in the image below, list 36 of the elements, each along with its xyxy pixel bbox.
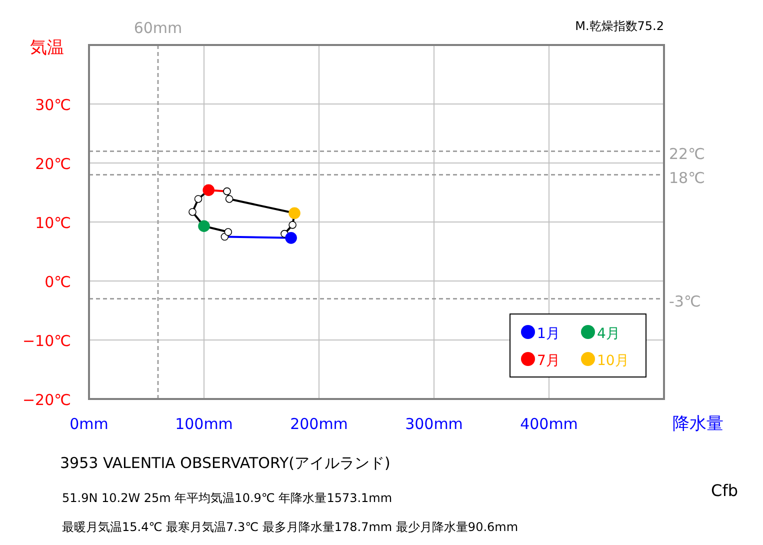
y-tick-label: −10℃ <box>22 332 71 350</box>
y-tick-label: −20℃ <box>22 391 71 409</box>
ref-line-label: 22℃ <box>669 145 705 164</box>
text: 3953 VALENTIA OBSERVATORY(アイルランド) <box>60 454 390 472</box>
y-tick-label: 10℃ <box>35 214 71 232</box>
text: Cfb <box>711 481 738 500</box>
point <box>194 195 202 203</box>
point <box>198 220 210 232</box>
ref-line-label: -3℃ <box>669 292 701 311</box>
text: 51.9N 10.2W 25m 年平均気温10.9℃ 年降水量1573.1mm <box>62 491 392 505</box>
point <box>288 221 296 229</box>
x-tick-label: 300mm <box>405 415 463 433</box>
x-tick-label: 400mm <box>520 415 578 433</box>
y-axis-title: 気温 <box>30 38 64 58</box>
ref-line-label: 18℃ <box>669 168 705 187</box>
legend-label: 1月 <box>537 326 560 342</box>
text: 最暖月気温15.4℃ 最寒月気温7.3℃ 最多月降水量178.7mm 最少月降水量90.6mm <box>62 520 518 534</box>
x-axis-title: 降水量 <box>672 414 724 434</box>
point <box>224 228 232 236</box>
point <box>202 184 214 196</box>
text: M.乾燥指数75.2 <box>575 19 664 33</box>
y-tick-label: 0℃ <box>44 273 71 291</box>
point <box>223 187 231 196</box>
x-tick-label: 0mm <box>70 415 108 433</box>
y-tick-label: 20℃ <box>35 155 71 173</box>
legend-label: 10月 <box>597 353 629 369</box>
y-tick-label: 30℃ <box>35 96 71 114</box>
ref-line-label: 60mm <box>134 19 182 37</box>
legend-label: 4月 <box>597 326 620 342</box>
legend-label: 7月 <box>537 353 560 369</box>
point <box>285 232 297 244</box>
point <box>288 207 300 220</box>
point <box>188 208 196 216</box>
x-tick-label: 100mm <box>175 415 233 433</box>
x-tick-label: 200mm <box>290 415 348 433</box>
point <box>225 195 234 203</box>
